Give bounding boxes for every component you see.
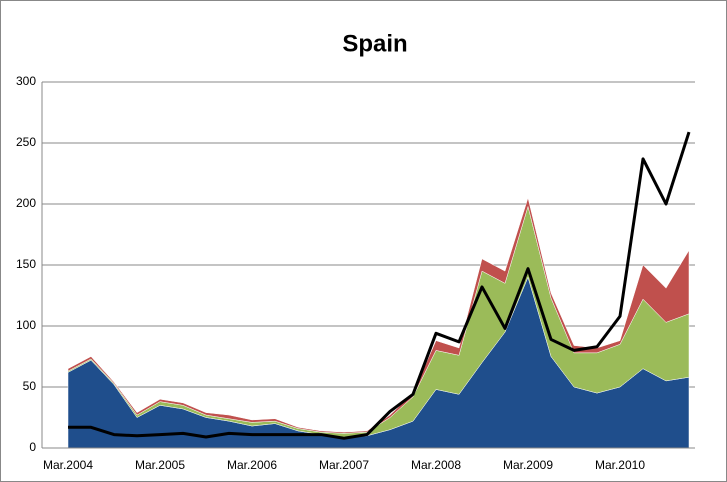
- x-tick-label: Mar.2007: [319, 458, 369, 472]
- y-tick-label: 50: [23, 379, 37, 393]
- line: [68, 131, 691, 440]
- x-tick-label: Mar.2009: [503, 458, 553, 472]
- y-tick-label: 100: [16, 318, 36, 332]
- x-tick-label: Mar.2008: [411, 458, 461, 472]
- y-tick-label: 300: [16, 74, 36, 88]
- x-tick-label: Mar.2010: [595, 458, 645, 472]
- y-tick-label: 150: [16, 257, 36, 271]
- x-tick-label: Mar.2006: [227, 458, 277, 472]
- y-tick-label: 250: [16, 135, 36, 149]
- y-tick-label: 0: [29, 440, 36, 454]
- y-tick-label: 200: [16, 196, 36, 210]
- stacked-area: [67, 196, 690, 434]
- x-tick-label: Mar.2004: [43, 458, 93, 472]
- x-tick-label: Mar.2005: [135, 458, 185, 472]
- chart-title: Spain: [342, 30, 407, 57]
